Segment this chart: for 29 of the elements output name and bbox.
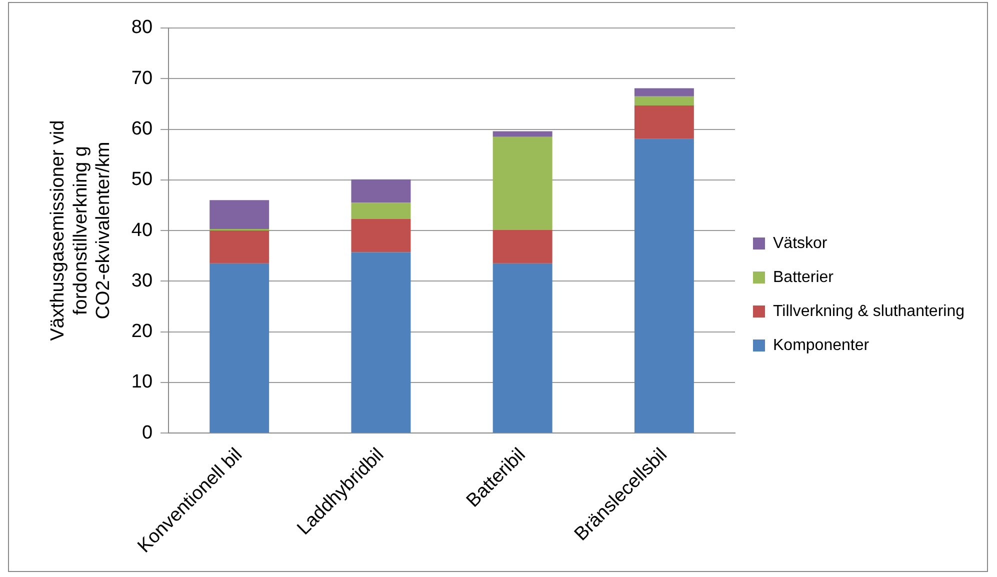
bar [492,136,552,230]
bar [210,230,270,264]
bar [492,230,552,264]
y-tick-label: 80 [131,17,153,38]
y-tick-label: 40 [131,220,153,241]
bar [634,88,694,96]
bar [351,179,411,203]
bar [351,252,411,433]
legend-label: Tillverkning & sluthantering [773,302,964,320]
bar [351,202,411,219]
bar [351,218,411,252]
bar [210,200,270,229]
bar [634,96,694,106]
y-tick-label: 30 [131,270,153,292]
y-axis-title: Växthusgasemissioner vid fordonstillverkning g CO2-ekvivalenter/km [48,120,114,341]
bar [210,263,270,433]
legend-label: Vätskor [773,234,828,252]
bar [634,138,694,433]
legend-label: Batterier [773,268,834,286]
bar [634,105,694,139]
y-tick-label: 70 [131,68,153,89]
y-tick-label: 0 [142,422,153,444]
y-tick-label: 10 [131,372,153,393]
y-tick-label: 20 [131,321,153,342]
bar [492,131,552,137]
y-tick-label: 50 [131,169,153,190]
bar [492,263,552,433]
legend-label: Komponenter [773,336,870,354]
y-tick-label: 60 [131,118,153,140]
